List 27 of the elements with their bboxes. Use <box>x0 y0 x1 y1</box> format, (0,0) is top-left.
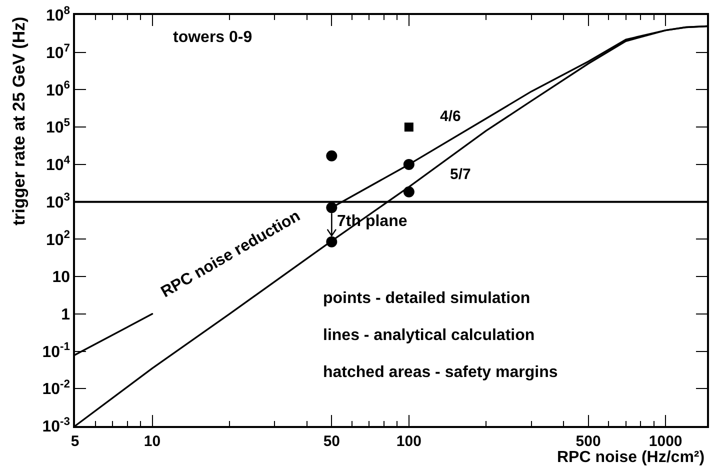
annotation: lines - analytical calculation <box>323 327 535 344</box>
annotation: towers 0-9 <box>173 29 252 46</box>
y-tick-label: 10$^{2}$ <box>46 229 70 249</box>
series-label: 4/6 <box>440 108 461 125</box>
y-tick-label: 10$^{8}$ <box>46 4 70 25</box>
y-tick-label: 10$^{6}$ <box>46 80 70 100</box>
y-tick-label: 10$^{7}$ <box>46 42 70 62</box>
x-tick-label: 50 <box>323 432 340 450</box>
y-tick-label: 10$^{-3}$ <box>42 416 70 436</box>
x-tick-label: 5 <box>70 432 80 450</box>
y-tick-label: 10$^{3}$ <box>46 192 70 212</box>
series-label: 5/7 <box>450 166 471 183</box>
x-tick-label: 1000 <box>648 432 682 450</box>
y-tick-label: 10$^{5}$ <box>46 116 70 137</box>
y-tick-label: 10$^{-1}$ <box>42 341 70 361</box>
x-tick-label: 500 <box>576 432 601 450</box>
y-tick-label: 1 <box>61 306 70 324</box>
x-axis-title: RPC noise (Hz/cm²) <box>557 449 705 466</box>
y-tick-label: 10 <box>52 269 70 286</box>
x-tick-label: 10 <box>144 432 161 450</box>
y-axis-title: trigger rate at 25 GeV (Hz) <box>10 16 28 226</box>
y-tick-label: 10$^{-2}$ <box>42 378 70 398</box>
annotation: points - detailed simulation <box>323 290 530 307</box>
annotation: 7th plane <box>337 213 408 230</box>
annotation: hatched areas - safety margins <box>323 364 558 381</box>
y-tick-label: 10$^{4}$ <box>46 154 71 174</box>
x-tick-label: 100 <box>396 432 422 450</box>
